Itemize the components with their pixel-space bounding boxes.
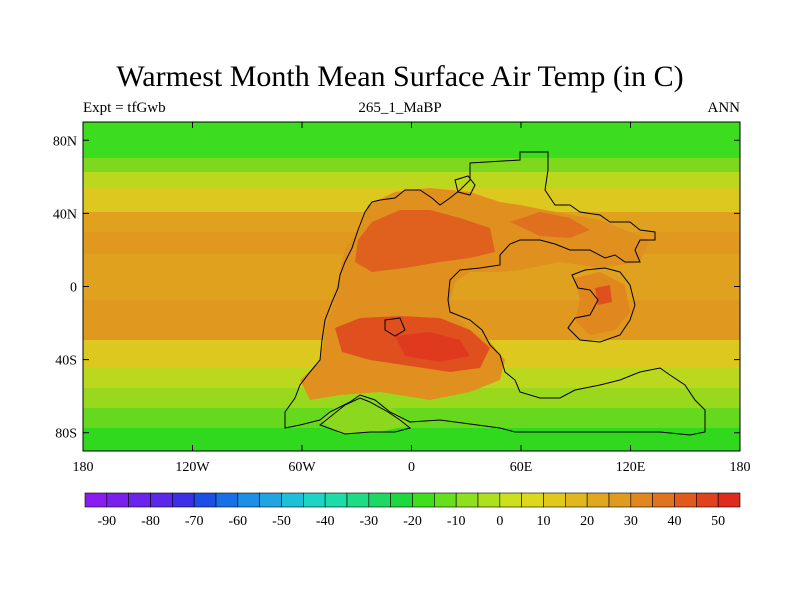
northeast-hot-region xyxy=(510,212,590,238)
colorbar-swatch xyxy=(259,492,282,508)
band-antarctic xyxy=(83,428,740,451)
colorbar-label: -90 xyxy=(97,514,116,529)
colorbar-swatch xyxy=(215,492,239,508)
band-polar-south xyxy=(83,408,740,430)
colorbar-label: 50 xyxy=(711,514,725,529)
eastern-island-hot xyxy=(595,285,612,305)
colorbar-swatch xyxy=(128,492,151,508)
colorbar-swatch xyxy=(543,492,566,508)
colorbar-swatch xyxy=(324,492,348,508)
colorbar-swatch xyxy=(368,492,391,508)
colorbar-label: -70 xyxy=(185,514,204,529)
lat-tick-label: 40S xyxy=(55,354,77,369)
colorbar-label: -10 xyxy=(447,514,466,529)
colorbar-label: -40 xyxy=(316,514,335,529)
colorbar-label: -60 xyxy=(228,514,247,529)
colorbar-swatch xyxy=(608,492,632,508)
lon-tick-label: 180 xyxy=(730,460,751,475)
colorbar-swatch xyxy=(674,492,697,508)
colorbar-label: -20 xyxy=(403,514,422,529)
colorbar-swatch xyxy=(84,492,108,508)
north-hot-region xyxy=(355,210,495,272)
colorbar-swatch xyxy=(717,492,741,508)
lon-tick-label: 60W xyxy=(288,460,316,475)
band-high-south xyxy=(83,388,740,410)
colorbar-swatch xyxy=(281,492,304,508)
colorbar-swatch xyxy=(237,492,260,508)
colorbar-swatch xyxy=(390,492,413,508)
colorbar-swatch xyxy=(565,492,588,508)
colorbar-label: 20 xyxy=(580,514,594,529)
colorbar-swatch xyxy=(150,492,173,508)
colorbar-swatch xyxy=(586,492,610,508)
lat-tick-label: 80S xyxy=(55,427,77,442)
lon-tick-label: 60E xyxy=(510,460,533,475)
pangaea-coastline xyxy=(284,151,706,436)
south-hottest-core xyxy=(395,332,470,362)
colorbar-swatch xyxy=(477,492,501,508)
plot-title: Warmest Month Mean Surface Air Temp (in … xyxy=(116,60,684,93)
run-label: 265_1_MaBP xyxy=(358,100,442,116)
lat-tick-label: 0 xyxy=(70,281,77,296)
band-arctic xyxy=(83,122,740,164)
colorbar-swatch xyxy=(455,492,479,508)
lat-tick-label: 80N xyxy=(53,134,77,149)
colorbar-swatch xyxy=(346,492,370,508)
colorbar-swatch xyxy=(434,492,457,508)
colorbar-swatch xyxy=(652,492,675,508)
experiment-label: Expt = tfGwb xyxy=(83,100,166,116)
coastlines xyxy=(284,151,706,436)
colorbar-swatch xyxy=(521,492,544,508)
colorbar-swatch xyxy=(106,492,129,508)
lon-tick-label: 120E xyxy=(616,460,646,475)
colorbar-swatch xyxy=(303,492,326,508)
colorbar-label: -50 xyxy=(272,514,291,529)
colorbar-swatch xyxy=(630,492,653,508)
colorbar-label: -80 xyxy=(141,514,160,529)
temperature-field xyxy=(83,122,740,451)
lat-tick-label: 40N xyxy=(53,207,77,222)
lon-tick-label: 120W xyxy=(175,460,210,475)
colorbar-label: -30 xyxy=(359,514,378,529)
lon-tick-label: 0 xyxy=(408,460,415,475)
longitude-ticks: 180 120W 60W 0 60E 120E 180 xyxy=(73,122,751,475)
southern-inlet xyxy=(384,317,406,337)
colorbar-swatch xyxy=(499,492,522,508)
colorbar-swatch xyxy=(193,492,217,508)
eastern-island-coast xyxy=(567,267,636,343)
colorbar-label: 10 xyxy=(537,514,551,529)
colorbar-swatch xyxy=(172,492,195,508)
colorbar-label: 0 xyxy=(496,514,503,529)
colorbar-swatch xyxy=(696,492,719,508)
colorbar-swatch xyxy=(412,492,435,508)
colorbar-label: 40 xyxy=(668,514,682,529)
season-label: ANN xyxy=(707,100,741,116)
northern-bay xyxy=(454,175,476,196)
colorbar-label: 30 xyxy=(624,514,638,529)
lon-tick-label: 180 xyxy=(73,460,94,475)
colorbar: -90 -80 -70 -60 -50 -40 -30 -20 -10 0 10 20 30 40 50 xyxy=(84,492,741,529)
southern-landmass-coast xyxy=(318,397,412,435)
latitude-ticks: 80N 40N 0 40S 80S xyxy=(53,134,740,442)
